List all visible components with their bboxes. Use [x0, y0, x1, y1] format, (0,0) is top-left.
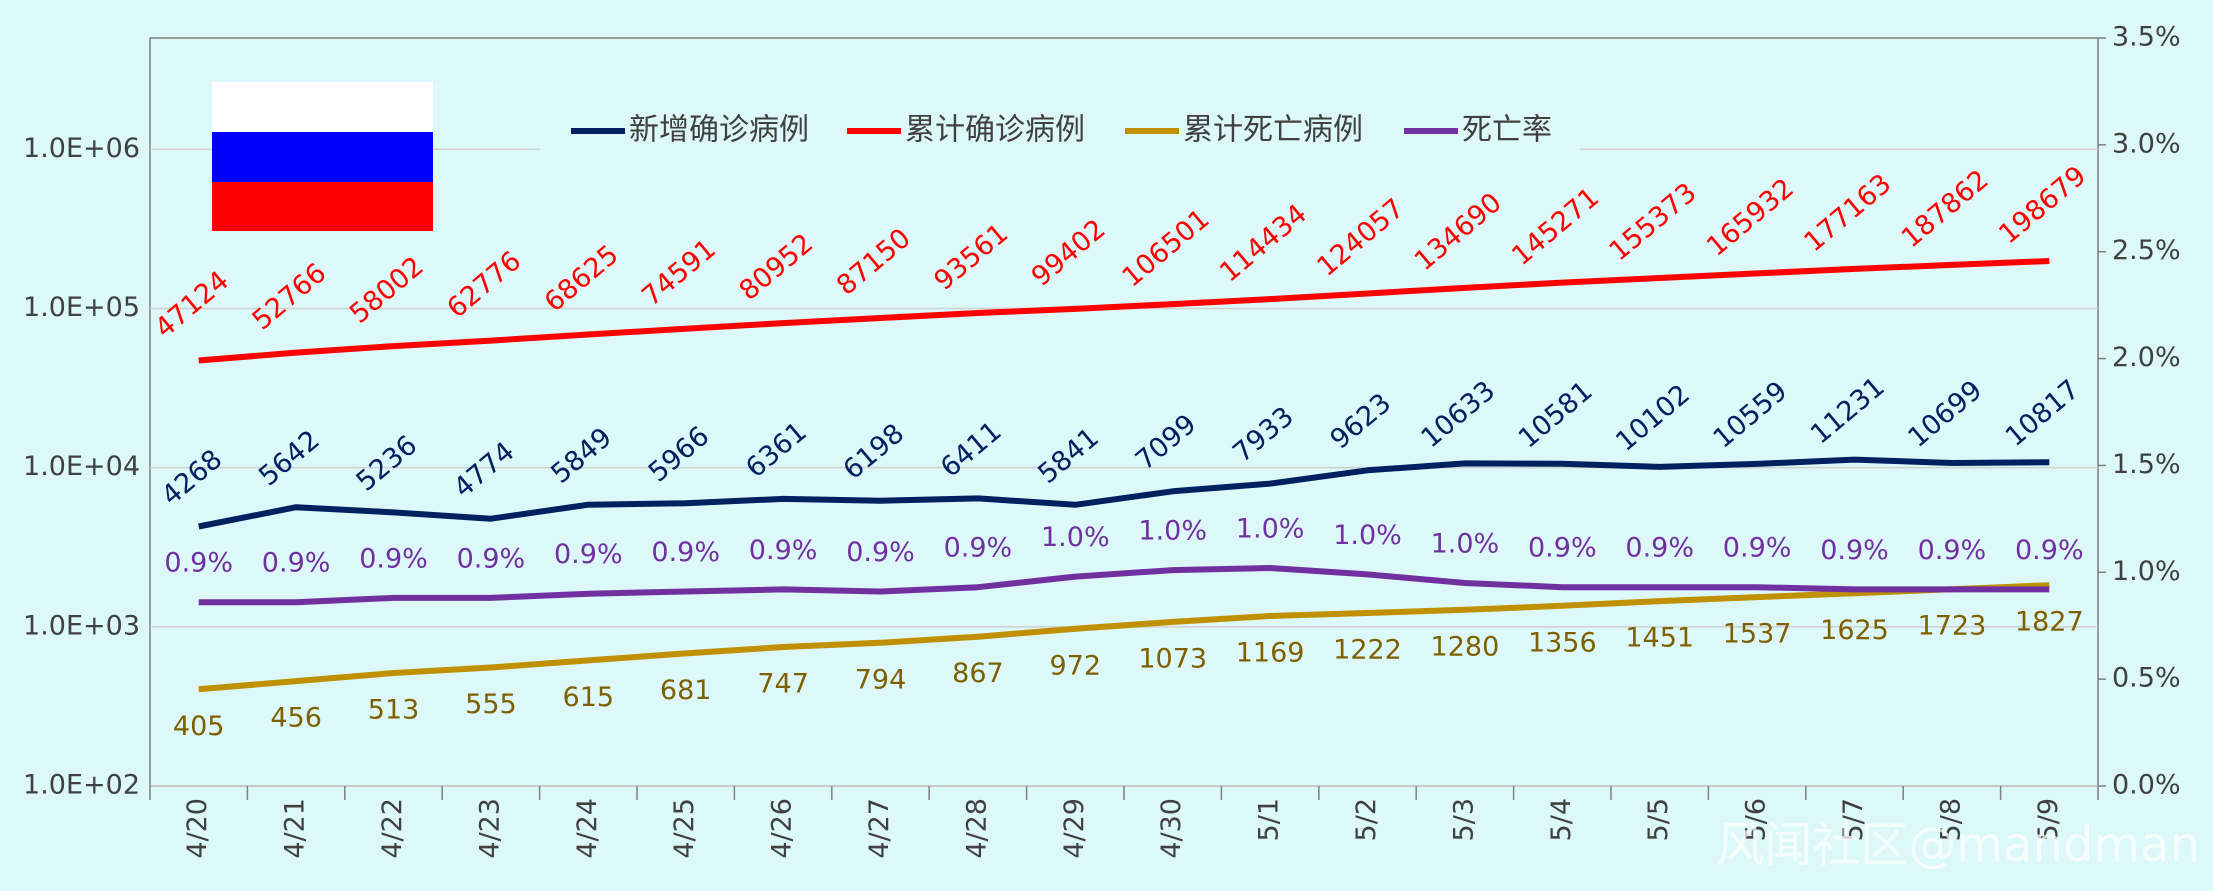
data-label: 0.9%	[1528, 533, 1597, 564]
x-tick-label: 4/23	[474, 798, 505, 859]
y2-tick-label: 2.0%	[2112, 342, 2181, 373]
data-label: 615	[563, 682, 615, 713]
x-tick-label: 5/4	[1546, 798, 1577, 841]
series-line	[198, 565, 2050, 606]
data-label: 0.9%	[262, 548, 331, 579]
x-tick-label: 4/22	[377, 798, 408, 859]
data-label: 1625	[1820, 615, 1889, 646]
flag-stripe	[212, 182, 433, 231]
data-label: 0.9%	[359, 543, 428, 574]
x-tick-label: 4/27	[864, 798, 895, 859]
x-tick-label: 5/2	[1351, 798, 1382, 841]
data-label: 0.9%	[1723, 533, 1792, 564]
y2-tick-label: 1.0%	[2112, 556, 2181, 587]
data-label: 1.0%	[1138, 516, 1207, 547]
flag-stripe	[212, 132, 433, 182]
legend-label: 累计确诊病例	[905, 113, 1085, 148]
plot-area	[149, 37, 2099, 787]
y-tick-label: 1.0E+04	[23, 451, 140, 482]
x-tick-label: 5/1	[1254, 798, 1285, 841]
data-label: 1537	[1723, 619, 1792, 650]
x-tick-label: 4/20	[182, 798, 213, 859]
data-label: 0.9%	[944, 533, 1013, 564]
data-label: 0.9%	[164, 548, 233, 579]
data-label: 1.0%	[1236, 514, 1305, 545]
y-tick-label: 1.0E+02	[23, 770, 140, 801]
x-tick-label: 4/24	[572, 798, 603, 859]
x-tick-label: 5/6	[1741, 798, 1772, 841]
data-label: 1.0%	[1431, 528, 1500, 559]
data-label: 405	[173, 711, 225, 742]
y2-tick-label: 1.5%	[2112, 449, 2181, 480]
data-label: 0.9%	[1918, 535, 1987, 566]
data-label: 555	[465, 689, 517, 720]
data-label: 1222	[1333, 634, 1402, 665]
x-tick-label: 4/21	[280, 798, 311, 859]
data-label: 456	[270, 703, 322, 734]
data-label: 1451	[1625, 623, 1694, 654]
data-label: 0.9%	[457, 543, 526, 574]
data-label: 513	[368, 694, 420, 725]
data-label: 1280	[1431, 631, 1500, 662]
data-label: 0.9%	[651, 537, 720, 568]
x-tick-label: 5/5	[1643, 798, 1674, 841]
series-line	[198, 582, 2050, 693]
data-label: 0.9%	[749, 535, 818, 566]
data-label: 0.9%	[846, 537, 915, 568]
x-tick-label: 4/25	[669, 798, 700, 859]
legend-label: 新增确诊病例	[629, 113, 809, 148]
flag-stripe	[212, 82, 433, 132]
x-tick-label: 4/26	[767, 798, 798, 859]
legend-label: 死亡率	[1462, 113, 1552, 148]
x-tick-label: 5/8	[1935, 798, 1966, 841]
x-tick-label: 5/9	[2033, 798, 2064, 841]
x-tick-label: 5/7	[1838, 798, 1869, 841]
series-line	[198, 456, 2050, 530]
y2-tick-label: 0.0%	[2112, 770, 2181, 801]
series-line	[198, 258, 2050, 364]
data-label: 1723	[1918, 611, 1987, 642]
legend-label: 累计死亡病例	[1183, 113, 1363, 148]
y-tick-label: 1.0E+06	[23, 133, 140, 164]
data-label: 972	[1050, 650, 1102, 681]
data-label: 0.9%	[1625, 533, 1694, 564]
data-label: 0.9%	[554, 539, 623, 570]
flag	[212, 82, 433, 231]
y2-tick-label: 3.0%	[2112, 128, 2181, 159]
y2-tick-label: 3.5%	[2112, 22, 2181, 53]
data-label: 0.9%	[2015, 535, 2084, 566]
data-label: 867	[952, 658, 1004, 689]
data-label: 1073	[1138, 643, 1207, 674]
data-label: 747	[757, 668, 809, 699]
x-tick-label: 4/28	[961, 798, 992, 859]
data-label: 1.0%	[1333, 520, 1402, 551]
watermark: 风闻社区@mandman	[1716, 817, 2200, 873]
y2-tick-label: 0.5%	[2112, 663, 2181, 694]
data-label: 1.0%	[1041, 522, 1110, 553]
data-label: 0.9%	[1820, 535, 1889, 566]
y-tick-label: 1.0E+03	[23, 610, 140, 641]
data-label: 1356	[1528, 627, 1597, 658]
data-label: 1169	[1236, 638, 1305, 669]
data-label: 794	[855, 664, 907, 695]
x-tick-label: 4/30	[1156, 798, 1187, 859]
y-tick-label: 1.0E+05	[23, 292, 140, 323]
data-label: 1827	[2015, 607, 2084, 638]
y2-tick-label: 2.5%	[2112, 235, 2181, 266]
data-label: 681	[660, 675, 712, 706]
x-tick-label: 5/3	[1448, 798, 1479, 841]
x-tick-label: 4/29	[1059, 798, 1090, 859]
